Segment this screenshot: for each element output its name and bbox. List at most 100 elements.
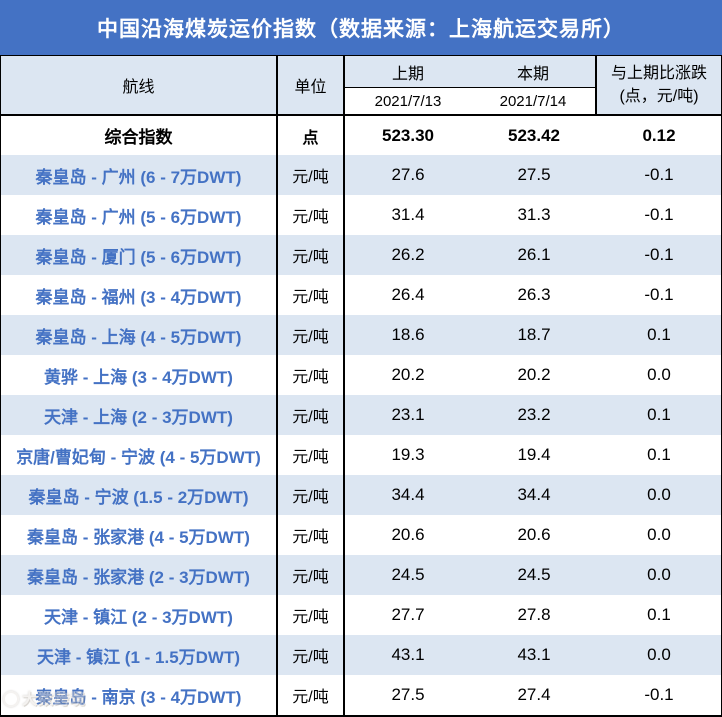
prev-value-cell: 27.7 [391, 605, 425, 624]
unit-cell: 元/吨 [278, 355, 345, 395]
curr-date-header: 2021/7/14 [471, 87, 597, 114]
unit-cell: 元/吨 [278, 475, 345, 515]
table-row: 秦皇岛 - 上海 (4 - 5万DWT) 元/吨 18.6 18.7 0.1 [1, 315, 721, 355]
page-title-banner: 中国沿海煤炭运价指数（数据来源：上海航运交易所） [0, 0, 722, 55]
curr-value-cell: 27.4 [517, 685, 551, 704]
route-cell: 京唐/曹妃甸 - 宁波 (4 - 5万DWT) [1, 435, 278, 475]
index-curr-cell: 523.42 [508, 125, 560, 145]
unit-cell: 元/吨 [278, 515, 345, 555]
page-title: 中国沿海煤炭运价指数（数据来源：上海航运交易所） [97, 17, 625, 41]
unit-cell: 元/吨 [278, 315, 345, 355]
route-cell: 秦皇岛 - 福州 (3 - 4万DWT) [1, 275, 278, 315]
table-row: 天津 - 镇江 (2 - 3万DWT) 元/吨 27.7 27.8 0.1 [1, 595, 721, 635]
route-cell: 秦皇岛 - 张家港 (2 - 3万DWT) [1, 555, 278, 595]
table-row: 天津 - 上海 (2 - 3万DWT) 元/吨 23.1 23.2 0.1 [1, 395, 721, 435]
change-value-cell: -0.1 [597, 155, 721, 195]
change-value-cell: -0.1 [644, 285, 674, 304]
unit-cell: 元/吨 [278, 155, 345, 195]
table-row: 黄骅 - 上海 (3 - 4万DWT) 元/吨 20.2 20.2 0.0 [1, 355, 721, 395]
prev-period-header: 上期 [345, 56, 471, 87]
prev-value-cell: 23.1 [345, 395, 471, 435]
unit-cell: 元/吨 [278, 195, 345, 235]
curr-value-cell: 43.1 [471, 635, 597, 675]
curr-value-cell: 26.1 [471, 235, 597, 275]
change-value-cell: 0.1 [647, 445, 671, 464]
table-row: 秦皇岛 - 宁波 (1.5 - 2万DWT) 元/吨 34.4 34.4 0.0 [1, 475, 721, 515]
curr-value-cell: 18.7 [471, 315, 597, 355]
change-value-cell: -0.1 [644, 685, 674, 704]
curr-value-cell: 24.5 [471, 555, 597, 595]
unit-cell: 元/吨 [278, 555, 345, 595]
unit-cell: 元/吨 [278, 435, 345, 475]
route-cell: 秦皇岛 - 广州 (5 - 6万DWT) [1, 195, 278, 235]
prev-value-cell: 19.3 [391, 445, 425, 464]
unit-cell: 元/吨 [278, 395, 345, 435]
prev-value-cell: 43.1 [345, 635, 471, 675]
index-prev-cell: 523.30 [382, 125, 434, 145]
route-cell: 天津 - 上海 (2 - 3万DWT) [1, 395, 278, 435]
change-value-cell: -0.1 [597, 235, 721, 275]
route-cell: 秦皇岛 - 厦门 (5 - 6万DWT) [1, 235, 278, 275]
change-value-cell: 0.0 [597, 475, 721, 515]
route-column-header: 航线 [1, 56, 278, 114]
index-change-cell: 0.12 [642, 125, 676, 145]
prev-value-cell: 26.2 [345, 235, 471, 275]
prev-value-cell: 18.6 [345, 315, 471, 355]
unit-cell: 元/吨 [278, 675, 345, 715]
curr-value-cell: 19.4 [517, 445, 551, 464]
curr-value-cell: 31.3 [517, 205, 551, 224]
route-cell: 黄骅 - 上海 (3 - 4万DWT) [1, 355, 278, 395]
index-row: 综合指数 点 523.30 523.42 0.12 [1, 116, 721, 155]
prev-value-cell: 31.4 [391, 205, 425, 224]
change-value-cell: 0.1 [647, 605, 671, 624]
change-value-cell: 0.1 [597, 395, 721, 435]
table-row: 秦皇岛 - 广州 (6 - 7万DWT) 元/吨 27.6 27.5 -0.1 [1, 155, 721, 195]
curr-value-cell: 20.2 [517, 365, 551, 384]
route-cell: 秦皇岛 - 南京 (3 - 4万DWT) [1, 675, 278, 715]
curr-value-cell: 20.6 [517, 525, 551, 544]
table-row: 秦皇岛 - 厦门 (5 - 6万DWT) 元/吨 26.2 26.1 -0.1 [1, 235, 721, 275]
change-header-line2: (点，元/吨) [619, 88, 699, 105]
route-cell: 秦皇岛 - 广州 (6 - 7万DWT) [1, 155, 278, 195]
curr-value-cell: 26.3 [517, 285, 551, 304]
prev-value-cell: 34.4 [345, 475, 471, 515]
prev-date-header: 2021/7/13 [345, 87, 471, 114]
prev-value-cell: 20.6 [391, 525, 425, 544]
table-row: 秦皇岛 - 张家港 (2 - 3万DWT) 元/吨 24.5 24.5 0.0 [1, 555, 721, 595]
change-header-line1: 与上期比涨跌 [610, 65, 707, 82]
unit-cell: 元/吨 [278, 635, 345, 675]
index-unit-cell: 点 [278, 116, 345, 155]
change-value-cell: -0.1 [644, 205, 674, 224]
prev-value-cell: 26.4 [391, 285, 425, 304]
curr-value-cell: 23.2 [471, 395, 597, 435]
curr-period-header: 本期 [471, 56, 597, 87]
unit-cell: 元/吨 [278, 595, 345, 635]
curr-value-cell: 34.4 [471, 475, 597, 515]
curr-value-cell: 27.8 [517, 605, 551, 624]
route-cell: 天津 - 镇江 (2 - 3万DWT) [1, 595, 278, 635]
table-row: 秦皇岛 - 广州 (5 - 6万DWT) 元/吨 31.4 31.3 -0.1 [1, 195, 721, 235]
table-row: 秦皇岛 - 南京 (3 - 4万DWT) 元/吨 27.5 27.4 -0.1 [1, 675, 721, 715]
unit-cell: 元/吨 [278, 235, 345, 275]
curr-value-cell: 27.5 [471, 155, 597, 195]
unit-cell: 元/吨 [278, 275, 345, 315]
route-cell: 秦皇岛 - 宁波 (1.5 - 2万DWT) [1, 475, 278, 515]
route-cell: 秦皇岛 - 上海 (4 - 5万DWT) [1, 315, 278, 355]
route-cell: 秦皇岛 - 张家港 (4 - 5万DWT) [1, 515, 278, 555]
unit-column-header: 单位 [278, 56, 345, 114]
prev-value-cell: 27.6 [345, 155, 471, 195]
table-row: 京唐/曹妃甸 - 宁波 (4 - 5万DWT) 元/吨 19.3 19.4 0.… [1, 435, 721, 475]
change-value-cell: 0.0 [647, 525, 671, 544]
index-route-cell: 综合指数 [1, 116, 278, 155]
freight-index-table: 航线 单位 上期 本期 与上期比涨跌 (点，元/吨) 2021/7/13 202… [0, 55, 722, 717]
change-value-cell: 0.0 [597, 555, 721, 595]
prev-value-cell: 24.5 [345, 555, 471, 595]
change-value-cell: 0.1 [597, 315, 721, 355]
table-header: 航线 单位 上期 本期 与上期比涨跌 (点，元/吨) 2021/7/13 202… [1, 56, 721, 116]
change-value-cell: 0.0 [647, 365, 671, 384]
prev-value-cell: 20.2 [391, 365, 425, 384]
table-row: 秦皇岛 - 福州 (3 - 4万DWT) 元/吨 26.4 26.3 -0.1 [1, 275, 721, 315]
change-value-cell: 0.0 [597, 635, 721, 675]
table-row: 秦皇岛 - 张家港 (4 - 5万DWT) 元/吨 20.6 20.6 0.0 [1, 515, 721, 555]
